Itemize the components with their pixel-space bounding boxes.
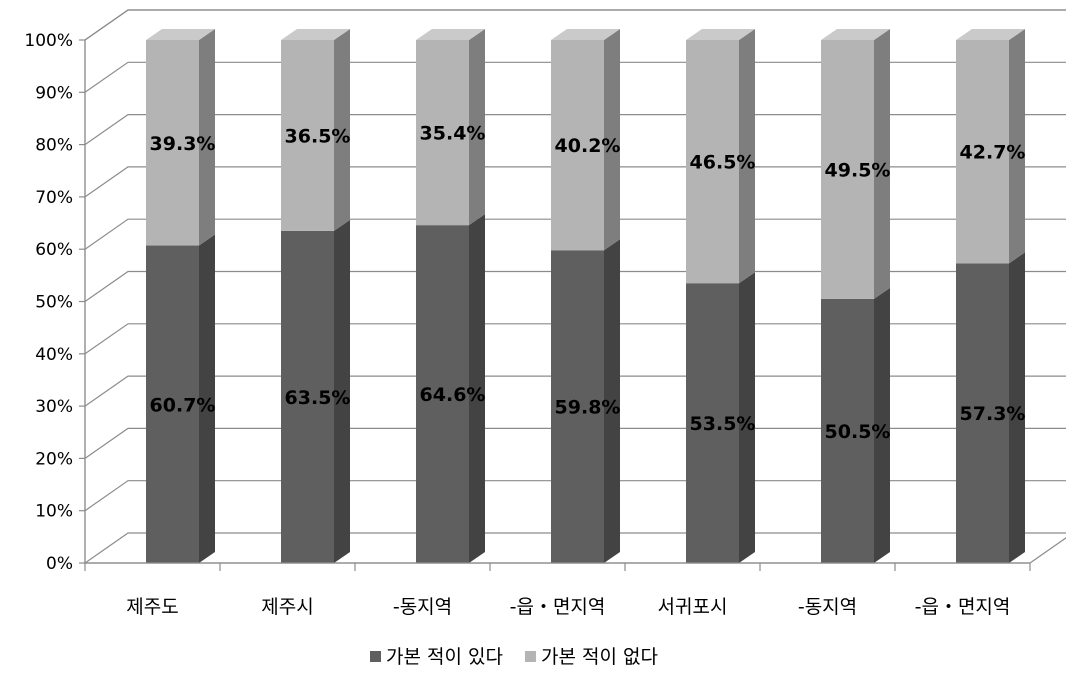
bar-segment — [416, 225, 469, 563]
legend-label: 가본 적이 없다 — [541, 646, 658, 668]
bar-segment — [551, 40, 604, 251]
bar-segment — [146, 40, 199, 246]
legend-swatch — [524, 651, 536, 662]
gridline — [84, 166, 1066, 198]
bar-side — [1009, 252, 1025, 564]
data-label: 40.2% — [555, 135, 621, 157]
bar-side — [604, 239, 620, 563]
y-tick-label: 30% — [35, 397, 73, 417]
bars — [146, 29, 1025, 564]
x-category-label: -동지역 — [393, 596, 452, 618]
bar-top — [146, 29, 215, 40]
y-tick-label: 0% — [46, 554, 73, 574]
gridlines — [84, 9, 1066, 512]
bar-side — [334, 219, 350, 563]
y-tick-label: 60% — [35, 240, 73, 260]
gridline — [84, 323, 1066, 355]
x-category-label: -읍・면지역 — [915, 596, 1011, 618]
y-tick-label: 20% — [35, 449, 73, 469]
data-label: 49.5% — [825, 159, 891, 181]
gridline — [84, 427, 1066, 459]
bar-top — [281, 29, 350, 40]
bar-segment — [686, 283, 739, 563]
bar-segment — [281, 40, 334, 231]
x-category-label: -동지역 — [798, 596, 857, 618]
bar-side — [469, 29, 485, 226]
bar-side — [739, 272, 755, 563]
y-tick-label: 80% — [35, 136, 73, 156]
data-label: 39.3% — [150, 133, 216, 155]
x-category-label: 제주시 — [261, 596, 313, 618]
bar-segment — [956, 263, 1009, 563]
bar-side — [199, 234, 215, 563]
bar-top — [956, 29, 1025, 40]
x-category-label: 제주도 — [126, 596, 178, 618]
bar-top — [821, 29, 890, 40]
y-tick-label: 40% — [35, 345, 73, 365]
gridline — [84, 375, 1066, 407]
data-label: 53.5% — [690, 413, 756, 435]
data-label: 50.5% — [825, 421, 891, 443]
data-label: 35.4% — [420, 123, 486, 145]
bar-segment — [416, 40, 469, 226]
gridline — [84, 218, 1066, 250]
bar-side — [334, 29, 350, 231]
gridline — [84, 61, 1066, 93]
bar-segment — [686, 40, 739, 284]
y-tick-label: 50% — [35, 293, 73, 313]
y-tick-label: 100% — [24, 31, 73, 51]
bar-side — [199, 29, 215, 246]
data-labels: 60.7% 39.3% 63.5% 36.5% 64.6% 35.4% 59.8% 40.2%… — [150, 123, 1026, 443]
bar-side — [604, 29, 620, 251]
data-label: 60.7% — [150, 394, 216, 416]
gridline — [84, 480, 1066, 512]
bar-side — [874, 287, 890, 563]
legend-label: 가본 적이 있다 — [386, 646, 503, 668]
data-label: 36.5% — [285, 125, 351, 147]
data-label: 46.5% — [690, 152, 756, 174]
bar-top — [686, 29, 755, 40]
bar-segment — [956, 40, 1009, 264]
bar-segment — [146, 245, 199, 563]
bar-segment — [821, 298, 874, 563]
bar-side — [1009, 29, 1025, 264]
x-axis-labels: 제주도 제주시 -동지역 -읍・면지역 서귀포시 -동지역 -읍・면지역 — [84, 562, 1031, 618]
data-label: 57.3% — [960, 403, 1026, 425]
gridline — [84, 113, 1066, 146]
x-category-label: 서귀포시 — [658, 596, 728, 618]
bar-top — [416, 29, 485, 40]
y-axis-ticks: 0% 10% 20% 30% 40% 50% 60% 70% 80% 90% 100% — [24, 31, 86, 574]
bar-side — [874, 29, 890, 299]
bar-segment — [281, 230, 334, 563]
data-label: 64.6% — [420, 384, 486, 406]
gridline — [84, 270, 1066, 302]
y-tick-label: 10% — [35, 502, 73, 522]
x-category-label: -읍・면지역 — [510, 596, 606, 618]
bar-side — [469, 214, 485, 563]
y-tick-label: 70% — [35, 188, 73, 208]
bar-segment — [551, 250, 604, 563]
y-tick-label: 90% — [35, 83, 73, 103]
bar-segment — [821, 40, 874, 299]
data-label: 59.8% — [555, 397, 621, 419]
legend: 가본 적이 있다 가본 적이 없다 — [370, 646, 658, 668]
bar-side — [739, 29, 755, 284]
gridline — [84, 9, 1066, 41]
data-label: 63.5% — [285, 387, 351, 409]
data-label: 42.7% — [960, 142, 1026, 164]
legend-swatch — [370, 651, 381, 662]
bar-top — [551, 29, 620, 40]
